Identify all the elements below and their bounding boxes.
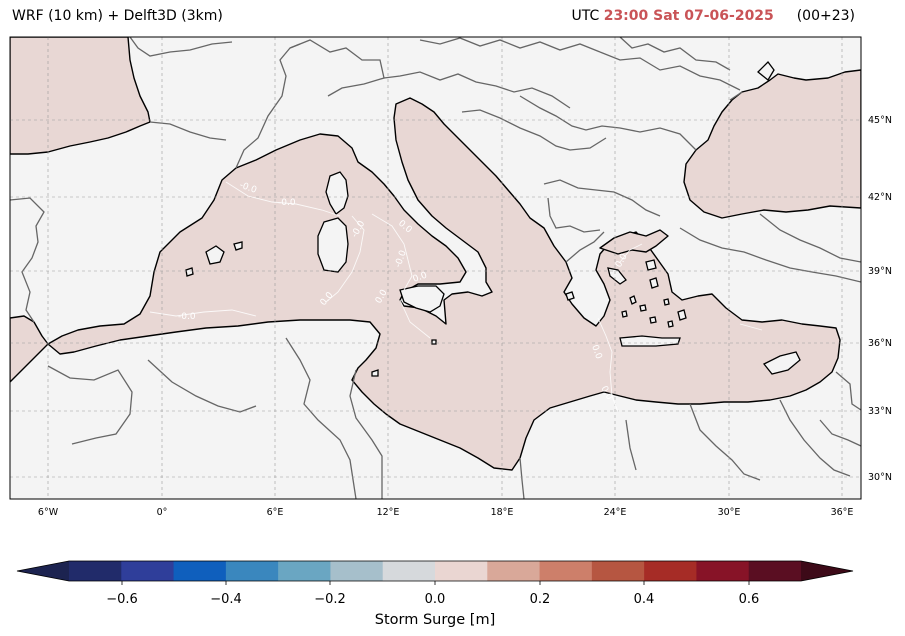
colorbar-swatch: [696, 561, 750, 581]
lat-label: 39°N: [868, 266, 892, 277]
colorbar-tick-label: −0.6: [106, 592, 138, 607]
lat-label: 42°N: [868, 192, 892, 203]
lon-label: 30°E: [718, 507, 741, 518]
lon-label: 18°E: [491, 507, 514, 518]
colorbar-tick-label: 0.6: [739, 592, 760, 607]
colorbar-tick-label: 0.4: [634, 592, 655, 607]
lat-label: 36°N: [868, 338, 892, 349]
colorbar-extend-low: [17, 561, 69, 581]
contour-labels: -0.0 -0.0 -0.0 0.0 -0.0 0.0 0.0 0.0 -0.0…: [178, 180, 630, 402]
lon-label: 24°E: [604, 507, 627, 518]
cyclades-4: [649, 316, 657, 324]
aegean-north: [599, 229, 669, 255]
djerba: [371, 369, 379, 377]
lat-label: 45°N: [868, 115, 892, 126]
colorbar-swatch: [435, 561, 488, 581]
lon-label: 6°W: [38, 507, 59, 518]
ibiza: [185, 267, 194, 277]
chios: [649, 277, 659, 289]
colorbar-swatch: [591, 561, 645, 581]
atlantic-gibraltar: [10, 315, 49, 383]
model-title: WRF (10 km) + Delft3D (3km): [12, 8, 223, 24]
zero-contours: [149, 181, 763, 413]
rhodes: [677, 309, 687, 321]
dodecanese-1: [663, 298, 670, 306]
colorbar-swatch: [748, 561, 802, 581]
menorca: [233, 241, 243, 251]
cyclades-1: [629, 295, 637, 305]
colorbar-swatch: [644, 561, 697, 581]
cyclades-2: [639, 304, 647, 312]
malta: [431, 339, 437, 345]
bay-of-biscay: [10, 37, 151, 155]
colorbar-title: Storm Surge [m]: [375, 612, 495, 628]
colorbar-swatch: [539, 561, 593, 581]
contour-label: 0.0: [589, 344, 603, 361]
colorbar-ticks: −0.6 −0.4 −0.2 0.0 0.2 0.4 0.6: [106, 592, 759, 607]
valid-time-title: UTC 23:00 Sat 07-06-2025 (00+23): [571, 8, 855, 24]
country-borders: [10, 37, 861, 499]
colorbar: [16, 560, 854, 585]
contour-label: 0.0: [412, 270, 429, 284]
lon-label: 6°E: [267, 507, 284, 518]
colorbar-swatch: [330, 561, 384, 581]
colorbar-tick-label: 0.2: [530, 592, 551, 607]
mallorca: [205, 245, 225, 265]
colorbar-swatch: [173, 561, 227, 581]
gridlines: [10, 37, 861, 499]
forecast-lead: (00+23): [796, 8, 855, 24]
contour-label: -0.0: [178, 312, 196, 322]
utc-prefix: UTC: [571, 8, 600, 24]
colorbar-swatch: [121, 561, 175, 581]
map-area: -0.0 -0.0 -0.0 0.0 -0.0 0.0 0.0 0.0 -0.0…: [10, 37, 861, 499]
colorbar-swatch: [382, 561, 436, 581]
lon-label: 0°: [157, 507, 168, 518]
islands: [185, 61, 801, 377]
lesbos: [645, 259, 657, 271]
colorbar-tick-label: −0.2: [314, 592, 346, 607]
sea-areas: [10, 37, 861, 471]
lat-label: 30°N: [868, 472, 892, 483]
colorbar-extend-high: [801, 561, 853, 581]
lon-label: 12°E: [377, 507, 400, 518]
colorbar-swatch: [69, 561, 122, 581]
longitude-labels: 6°W 0° 6°E 12°E 18°E 24°E 30°E 36°E: [38, 507, 854, 518]
lon-label: 36°E: [831, 507, 854, 518]
latitude-labels: 45°N 42°N 39°N 36°N 33°N 30°N: [868, 115, 892, 483]
colorbar-swatch: [487, 561, 541, 581]
contour-label: -0.0: [278, 198, 296, 208]
crete: [619, 335, 681, 347]
colorbar-tick-label: −0.4: [210, 592, 242, 607]
mediterranean-sea: [47, 97, 841, 471]
colorbar-outline: [16, 560, 854, 582]
colorbar-swatch: [278, 561, 331, 581]
colorbar-swatch: [225, 561, 279, 581]
dodecanese-2: [667, 320, 674, 328]
sardinia: [317, 217, 349, 273]
lat-label: 33°N: [868, 406, 892, 417]
map-frame: [9, 36, 862, 500]
colorbar-tick-label: 0.0: [425, 592, 446, 607]
crimea-tip: [757, 61, 775, 81]
valid-time: 23:00 Sat 07-06-2025: [603, 8, 774, 24]
euboea: [607, 267, 627, 285]
cyprus: [762, 351, 801, 375]
sicily: [399, 285, 445, 313]
corsica: [325, 171, 349, 215]
black-sea: [683, 69, 861, 219]
cyclades-3: [621, 310, 628, 318]
kefalonia: [565, 291, 575, 301]
